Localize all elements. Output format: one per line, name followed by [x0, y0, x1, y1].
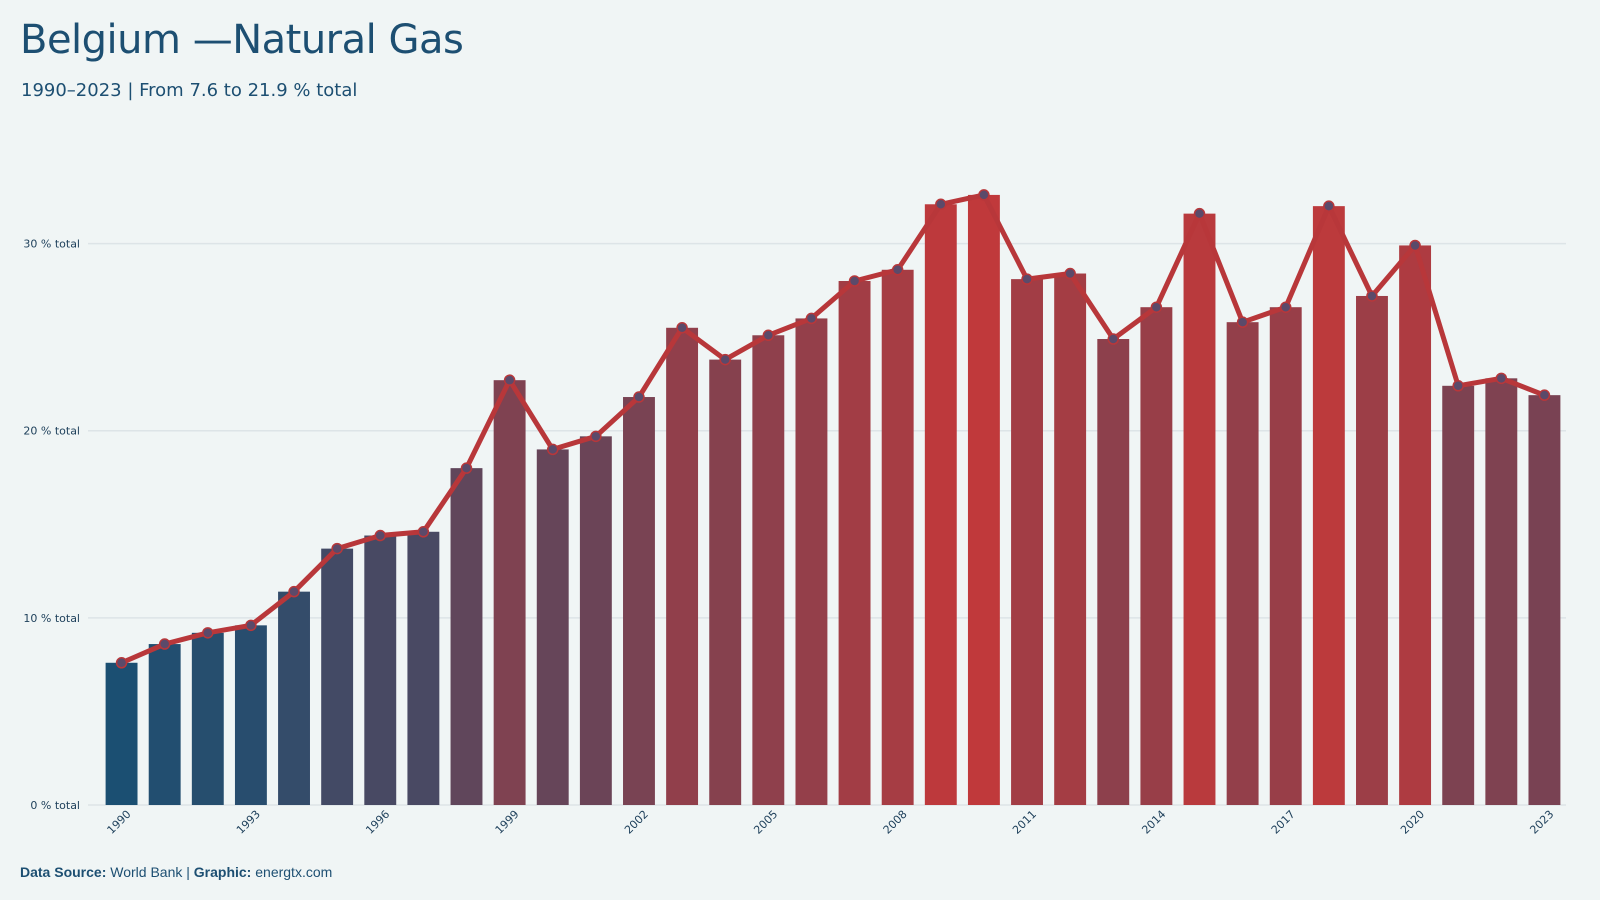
y-tick-label: 30 % total	[23, 238, 80, 251]
bar-2020	[1399, 245, 1432, 805]
bar-1996	[364, 535, 397, 805]
bar-1999	[493, 380, 526, 805]
bar-2019	[1356, 295, 1388, 805]
source-value: World Bank	[110, 864, 183, 880]
y-tick-label: 20 % total	[23, 425, 80, 438]
bar-2015	[1183, 213, 1216, 806]
bar-2012	[1054, 273, 1087, 805]
x-tick-label: 2014	[1139, 808, 1168, 837]
bar-1995	[321, 548, 354, 805]
y-tick-label: 0 % total	[30, 799, 80, 812]
x-tick-label: 2020	[1398, 808, 1427, 837]
bar-1998	[450, 468, 483, 805]
point-2000	[546, 443, 559, 456]
x-tick-label: 1993	[234, 808, 263, 837]
point-2017	[1279, 301, 1292, 313]
point-2004	[719, 353, 731, 366]
point-2013	[1107, 333, 1120, 345]
point-1990	[115, 657, 128, 669]
x-tick-label: 2011	[1010, 808, 1039, 837]
point-1992	[202, 627, 214, 639]
point-2006	[805, 312, 818, 325]
bar-2007	[838, 281, 871, 805]
bar-2011	[1011, 279, 1043, 806]
bar-1991	[148, 644, 181, 805]
x-tick-label: 2008	[881, 808, 910, 837]
bar-2009	[924, 204, 957, 805]
point-2009	[935, 198, 947, 211]
chart-subtitle: 1990–2023 | From 7.6 to 21.9 % total	[21, 80, 358, 101]
point-2019	[1366, 290, 1378, 302]
point-2011	[1021, 273, 1033, 285]
point-2016	[1236, 316, 1249, 328]
bar-2000	[536, 449, 569, 805]
line-layer	[119, 192, 1547, 666]
point-1993	[245, 619, 257, 632]
bar-1992	[191, 632, 224, 805]
source-label: Data Source:	[20, 864, 107, 880]
bar-1997	[407, 531, 440, 805]
point-2021	[1452, 380, 1464, 392]
bar-2023	[1528, 395, 1561, 805]
point-2023	[1538, 389, 1551, 401]
x-tick-label: 1990	[105, 808, 134, 837]
point-2012	[1064, 267, 1076, 280]
bar-2016	[1226, 322, 1259, 805]
trend-line	[119, 192, 1547, 666]
bar-2010	[967, 194, 1000, 805]
point-1997	[417, 526, 430, 538]
point-2002	[633, 391, 645, 403]
bar-2003	[666, 327, 699, 805]
point-2015	[1193, 207, 1206, 220]
bar-2017	[1269, 307, 1302, 805]
point-1994	[288, 585, 300, 598]
bar-2018	[1312, 206, 1345, 806]
bar-2013	[1097, 339, 1130, 805]
point-2008	[891, 264, 904, 276]
x-tick-label: 2023	[1527, 808, 1556, 837]
bar-2002	[623, 397, 655, 805]
point-2001	[590, 430, 602, 443]
x-tick-label: 2017	[1269, 808, 1298, 837]
bar-1990	[105, 662, 138, 805]
bar-2004	[709, 359, 742, 805]
x-tick-label: 2002	[622, 808, 651, 837]
footer-separator: |	[186, 864, 190, 880]
point-1999	[503, 374, 516, 386]
bar-2021	[1442, 385, 1475, 805]
point-2018	[1323, 200, 1335, 212]
graphic-value: energtx.com	[255, 864, 333, 880]
point-2007	[848, 275, 861, 287]
point-2014	[1150, 301, 1163, 313]
x-axis-labels: 1990 1993 1996 1999 2002 2005 2008 2011 2014 2017…	[105, 808, 1557, 837]
markers-layer	[115, 189, 1551, 669]
point-2022	[1495, 372, 1508, 385]
point-1995	[331, 542, 343, 555]
bar-2022	[1485, 378, 1518, 805]
chart-title: Belgium —Natural Gas	[20, 17, 464, 63]
bar-1994	[278, 591, 310, 805]
bars-layer	[105, 194, 1561, 806]
bar-2008	[881, 269, 914, 805]
bar-2001	[579, 436, 612, 805]
x-tick-label: 1999	[493, 808, 522, 837]
bar-2005	[752, 335, 785, 805]
point-2003	[676, 322, 688, 334]
point-1998	[460, 462, 473, 474]
x-tick-label: 2005	[751, 808, 780, 837]
y-tick-label: 10 % total	[23, 612, 80, 625]
point-2005	[762, 329, 775, 342]
graphic-label: Graphic:	[193, 864, 252, 880]
point-2020	[1409, 239, 1421, 252]
bar-2014	[1140, 307, 1173, 805]
x-tick-label: 1996	[363, 808, 392, 837]
bar-1993	[234, 625, 267, 805]
point-1991	[158, 638, 171, 650]
point-2010	[978, 189, 990, 201]
point-1996	[374, 529, 387, 542]
footer: Data Source: World Bank | Graphic: energ…	[20, 864, 332, 880]
bar-2006	[795, 318, 828, 805]
